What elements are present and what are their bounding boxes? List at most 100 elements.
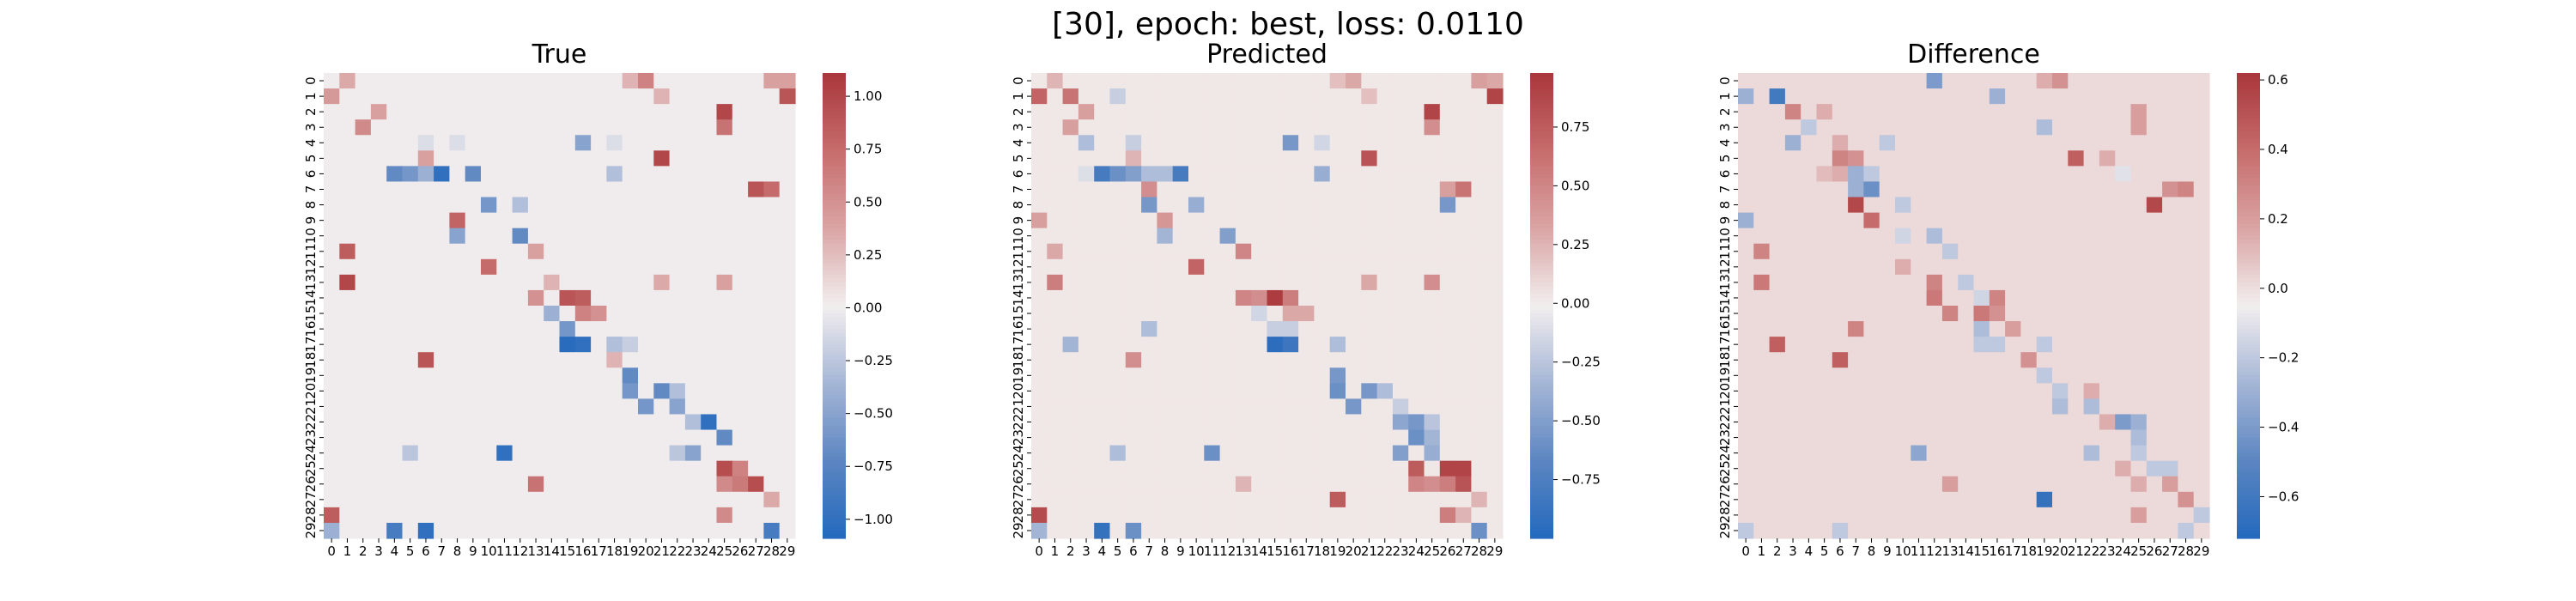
heatmap-cell <box>684 274 702 291</box>
heatmap-cell <box>622 383 639 399</box>
heatmap-cell <box>2036 429 2053 446</box>
heatmap-cell <box>1314 445 1331 462</box>
colorbar: −1.00−0.75−0.50−0.250.000.250.500.751.00 <box>823 73 893 539</box>
heatmap-cell <box>449 258 466 276</box>
heatmap-cell <box>481 181 497 198</box>
heatmap-cell <box>638 367 654 384</box>
heatmap-cell <box>417 197 434 214</box>
heatmap-cell <box>1329 135 1346 151</box>
heatmap-cell <box>1895 150 1911 167</box>
heatmap-cell <box>1738 321 1754 337</box>
heatmap-cell <box>606 352 623 368</box>
heatmap-cell <box>2005 243 2021 260</box>
heatmap-cell <box>1769 321 1786 337</box>
heatmap-cell <box>1267 507 1284 524</box>
heatmap-cell <box>324 321 340 337</box>
heatmap-cell <box>1879 212 1896 229</box>
heatmap-cell <box>638 274 654 291</box>
y-tick-label: 12 <box>303 258 319 275</box>
colorbar-segment <box>1530 329 1553 334</box>
heatmap-cell <box>512 166 529 183</box>
heatmap-cell <box>591 212 607 229</box>
heatmap-cell <box>2083 243 2100 260</box>
heatmap-cell <box>2005 73 2021 89</box>
heatmap-cell <box>716 88 733 105</box>
heatmap-cell <box>1031 337 1048 353</box>
heatmap-cell <box>2115 398 2132 416</box>
heatmap-cell <box>1753 398 1771 416</box>
heatmap-cell <box>748 212 764 229</box>
heatmap-cell <box>1141 104 1157 120</box>
heatmap-cell <box>559 337 576 353</box>
heatmap-cell <box>1408 88 1425 105</box>
x-tick-label: 20 <box>638 543 654 559</box>
heatmap-cell <box>2115 367 2132 384</box>
heatmap-cell <box>591 88 607 105</box>
heatmap-cell <box>1141 166 1157 183</box>
x-tick-label: 26 <box>2146 543 2162 559</box>
heatmap-cell <box>1346 367 1362 384</box>
heatmap-cell <box>1989 166 2006 183</box>
heatmap-cell <box>1769 337 1786 353</box>
heatmap-cell <box>434 88 450 105</box>
heatmap-cell <box>1329 476 1346 493</box>
heatmap-cell <box>544 88 561 105</box>
heatmap-cell <box>1926 337 1943 353</box>
heatmap-cell <box>2193 212 2210 229</box>
heatmap-cell <box>1832 383 1849 399</box>
figure-suptitle: [30], epoch: best, loss: 0.0110 <box>1052 7 1524 42</box>
heatmap-cell <box>1471 414 1488 431</box>
heatmap-cell <box>732 274 749 291</box>
y-tick-label: 0 <box>303 76 319 85</box>
heatmap-cell <box>465 367 482 384</box>
heatmap-cell <box>2099 507 2116 524</box>
heatmap-cell <box>1863 197 1880 214</box>
heatmap-cell <box>591 491 607 508</box>
heatmap-cell <box>1267 321 1284 337</box>
colorbar-tick-label: 0.25 <box>1561 237 1589 252</box>
heatmap-cell <box>2193 181 2210 198</box>
heatmap-cell <box>1439 88 1456 105</box>
heatmap-cell <box>1941 289 1959 307</box>
heatmap-cell <box>638 104 654 120</box>
heatmap-cell <box>2005 258 2021 276</box>
heatmap-cell <box>449 398 466 416</box>
heatmap-cell <box>653 88 671 105</box>
heatmap-cell <box>417 491 434 508</box>
colorbar-segment <box>1530 422 1553 427</box>
heatmap-cell <box>574 445 592 462</box>
heatmap-cell <box>1408 337 1425 353</box>
heatmap-cell <box>1346 306 1362 322</box>
heatmap-cell <box>402 321 419 337</box>
heatmap-cell <box>1298 181 1315 198</box>
y-tick-label: 27 <box>1011 491 1026 507</box>
heatmap-cell <box>402 476 419 493</box>
heatmap-cell <box>1471 321 1488 337</box>
heatmap-cell <box>638 135 654 151</box>
heatmap-cell <box>370 507 387 524</box>
heatmap-cell <box>2146 166 2163 183</box>
heatmap-cell <box>417 306 434 322</box>
heatmap-cell <box>1879 73 1896 89</box>
heatmap-cell <box>701 166 718 183</box>
heatmap-cell <box>2099 306 2116 322</box>
heatmap-cell <box>527 522 544 539</box>
heatmap-cell <box>606 367 623 384</box>
heatmap-cell <box>2115 197 2132 214</box>
heatmap-cell <box>1157 88 1174 105</box>
heatmap-cell <box>701 507 718 524</box>
heatmap-cell <box>669 367 686 384</box>
heatmap-cell <box>1784 460 1801 477</box>
y-tick-label: 20 <box>303 383 319 399</box>
colorbar-segment <box>2237 519 2260 524</box>
heatmap-cell <box>1989 119 2006 136</box>
heatmap-cell <box>2130 321 2148 337</box>
heatmap-cell <box>1251 181 1268 198</box>
heatmap-cell <box>606 289 623 307</box>
colorbar-segment <box>823 457 846 462</box>
heatmap-cell <box>1109 383 1127 399</box>
heatmap-cell <box>732 73 749 89</box>
heatmap-cell <box>2020 522 2038 539</box>
heatmap-cell <box>1941 352 1959 368</box>
